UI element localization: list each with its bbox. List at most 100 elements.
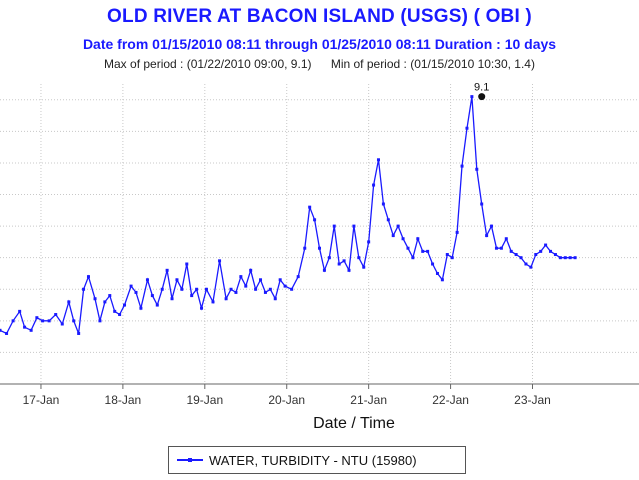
data-point [82,287,86,291]
data-point [5,331,9,335]
data-point [499,246,503,250]
data-point [411,256,415,260]
series-layer [0,95,577,335]
data-point [77,331,81,335]
data-point [347,268,351,272]
data-point [386,218,390,222]
data-point [268,287,272,291]
data-point [416,237,420,241]
data-point [98,319,102,323]
data-point [396,224,400,228]
min-of-period: Min of period : (01/15/2010 10:30, 1.4) [330,57,535,71]
data-point [431,262,435,266]
series-line [0,96,576,335]
data-point [259,278,263,282]
data-point [67,300,71,304]
data-point [47,319,51,323]
data-point [303,246,307,250]
data-point [118,313,122,317]
data-point [455,230,459,234]
data-point [218,259,222,263]
legend-label: WATER, TURBIDITY - NTU (15980) [209,452,417,468]
x-tick-label: 17-Jan [23,393,60,407]
max-of-period: Max of period : (01/22/2010 09:00, 9.1) [104,57,312,71]
data-point [494,246,498,250]
data-point [195,287,199,291]
data-point [139,306,143,310]
data-point [450,256,454,260]
data-point [108,294,112,298]
data-point [426,249,430,253]
data-point [514,253,518,257]
data-point [244,284,248,288]
legend: WATER, TURBIDITY - NTU (15980) [168,446,466,474]
data-point [563,256,567,260]
data-point [150,294,154,298]
data-point [549,249,553,253]
data-point [558,256,562,260]
data-point [318,246,321,250]
data-point [470,95,474,99]
data-point [352,224,356,228]
data-point [23,325,27,329]
data-point [204,287,208,291]
data-point [200,306,204,310]
data-point [327,256,331,260]
x-tick-label: 22-Jan [432,393,469,407]
data-point [406,246,410,250]
data-point [18,309,22,313]
x-tick-label: 20-Jan [268,393,305,407]
data-point [539,249,543,253]
data-point [440,278,444,282]
data-point [519,256,523,260]
data-point [381,202,385,206]
data-point [93,297,97,301]
data-point [534,253,538,257]
data-point [322,268,326,272]
data-point [11,319,15,323]
data-point [372,183,376,187]
data-point [72,319,76,323]
x-tick-label: 23-Jan [514,393,551,407]
data-point [190,294,194,298]
data-point [86,275,90,279]
data-point [283,284,287,288]
chart-subtitle: Date from 01/15/2010 08:11 through 01/25… [82,36,557,52]
data-point [123,303,127,307]
data-point [35,316,39,320]
data-point [376,158,380,162]
data-point [54,313,58,317]
x-tick-label: 21-Jan [350,393,387,407]
data-point [504,237,508,241]
data-point [249,268,253,272]
data-point [60,322,64,326]
data-point [170,297,174,301]
data-point [29,328,33,332]
x-tick-label: 18-Jan [105,393,142,407]
data-point [475,167,479,171]
data-point [421,249,425,253]
data-point [313,218,317,222]
data-point [185,262,189,266]
annotation-layer: 9.1 [474,82,489,101]
data-point [211,300,215,304]
data-point [239,275,243,279]
data-point [480,202,484,206]
period-stats: Max of period : (01/22/2010 09:00, 9.1) … [0,57,639,71]
data-point [155,303,159,307]
data-point [0,328,2,332]
data-point [529,265,533,269]
data-point [165,268,169,272]
data-point [337,262,341,266]
x-axis-ticks: 17-Jan 18-Jan 19-Jan 20-Jan 21-Jan 22-Jan 23-J… [23,384,551,407]
data-point [129,284,133,288]
data-point [435,271,439,275]
data-point [134,290,138,294]
max-annotation-label: 9.1 [474,82,489,94]
x-tick-label: 19-Jan [186,393,223,407]
data-point [113,309,117,313]
data-point [180,287,184,291]
data-point [553,253,557,257]
data-point [568,256,572,260]
